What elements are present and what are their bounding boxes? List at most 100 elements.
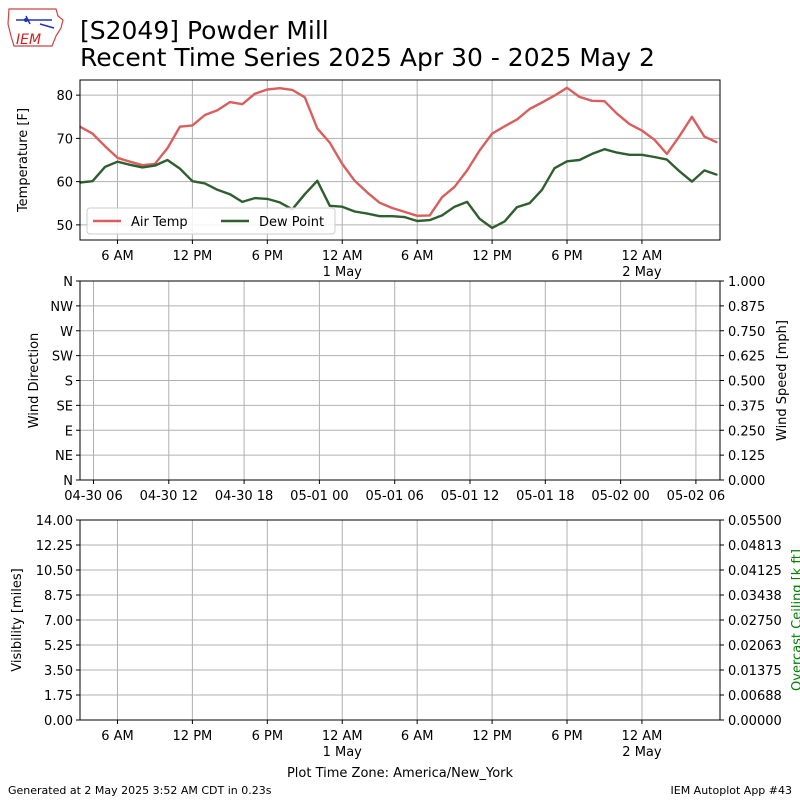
wind-xtick-label-4: 05-01 06: [365, 489, 423, 504]
point-dew-point-44: [628, 154, 631, 156]
point-air-temp-9: [191, 124, 194, 127]
point-air-temp-30: [453, 186, 456, 188]
footer-generated-text: Generated at 2 May 2025 3:52 AM CDT in 0…: [8, 784, 272, 797]
vis-xtick-sublabel-7: 2 May: [622, 745, 662, 760]
point-dew-point-38: [553, 167, 556, 170]
point-dew-point-48: [678, 170, 681, 173]
wind-y2tick-label-5: 0.625: [728, 350, 765, 365]
wind-ytick-label-6: W: [60, 325, 73, 340]
wind-y2tick-label-7: 0.875: [728, 300, 765, 315]
point-dew-point-6: [154, 164, 156, 167]
point-air-temp-15: [266, 88, 269, 91]
temp-xtick-label-4: 6 AM: [401, 249, 434, 264]
vis-y2tick-label-6: 0.04125: [728, 564, 782, 579]
vis-y2tick-label-8: 0.05500: [728, 514, 782, 529]
point-dew-point-18: [303, 193, 306, 195]
temp-xtick-sublabel-7: 2 May: [622, 265, 662, 280]
temp-xtick-label-1: 12 PM: [173, 249, 213, 264]
point-air-temp-5: [141, 164, 144, 166]
point-air-temp-10: [204, 114, 206, 116]
point-dew-point-26: [403, 216, 406, 218]
vis-xtick-label-5: 12 PM: [472, 729, 512, 744]
chart-title-line2: Recent Time Series 2025 Apr 30 - 2025 Ma…: [80, 43, 655, 72]
wind-y2tick-label-6: 0.750: [728, 325, 765, 340]
point-dew-point-7: [166, 159, 169, 161]
point-air-temp-19: [316, 127, 319, 130]
vis-ytick-label-2: 3.50: [44, 664, 73, 679]
point-air-temp-14: [254, 93, 256, 95]
point-air-temp-34: [503, 125, 506, 128]
point-dew-point-50: [703, 169, 706, 172]
series-line-dew-point: [79, 147, 718, 230]
point-dew-point-11: [216, 189, 219, 191]
point-dew-point-41: [591, 153, 593, 155]
point-dew-point-51: [716, 173, 718, 176]
vis-y2tick-label-4: 0.02750: [728, 614, 782, 629]
point-dew-point-4: [129, 163, 131, 166]
chart-title-line1: [S2049] Powder Mill: [80, 16, 329, 45]
point-dew-point-33: [491, 227, 493, 229]
point-air-temp-31: [466, 169, 468, 172]
point-air-temp-16: [279, 87, 281, 90]
point-air-temp-43: [616, 112, 618, 115]
point-air-temp-13: [241, 103, 244, 106]
temp-legend: Air Temp Dew Point: [86, 207, 336, 235]
point-air-temp-37: [541, 101, 543, 104]
point-air-temp-21: [341, 163, 344, 165]
point-air-temp-50: [703, 135, 706, 138]
temp-xtick-sublabel-3: 1 May: [323, 265, 363, 280]
point-dew-point-13: [241, 201, 244, 203]
vis-xtick-label-1: 12 PM: [173, 729, 213, 744]
point-air-temp-20: [328, 141, 331, 144]
vis-xtick-label-6: 6 PM: [551, 729, 582, 744]
point-dew-point-45: [641, 154, 643, 156]
wind-y2-axis-label: Wind Speed [mph]: [775, 320, 790, 441]
wind-y2tick-label-2: 0.250: [728, 424, 765, 439]
wind-ytick-label-2: E: [65, 424, 73, 439]
point-dew-point-12: [229, 193, 231, 195]
point-dew-point-29: [441, 214, 443, 217]
vis-ytick-label-0: 0.00: [44, 714, 73, 729]
temp-xtick-label-2: 6 PM: [252, 249, 283, 264]
wind-y-axis-label: Wind Direction: [27, 333, 42, 429]
point-dew-point-32: [478, 218, 481, 220]
wind-ytick-label-0: N: [63, 474, 73, 489]
wind-y2tick-label-1: 0.125: [728, 449, 765, 464]
vis-xtick-label-0: 6 AM: [101, 729, 134, 744]
temp-plot-frame: [79, 79, 721, 241]
temp-ytick-label-1: 60: [56, 176, 73, 191]
point-dew-point-3: [116, 160, 119, 163]
vis-y2tick-label-2: 0.01375: [728, 664, 782, 679]
point-air-temp-35: [516, 118, 518, 121]
point-air-temp-4: [129, 160, 131, 163]
point-air-temp-40: [578, 96, 581, 98]
point-air-temp-45: [641, 129, 643, 132]
point-air-temp-46: [653, 138, 656, 141]
vis-ytick-label-7: 12.25: [36, 539, 73, 554]
point-dew-point-10: [204, 182, 206, 185]
wind-ytick-label-5: SW: [52, 350, 73, 365]
vis-xtick-label-4: 6 AM: [401, 729, 434, 744]
point-dew-point-24: [378, 215, 381, 218]
wind-ytick-label-3: SE: [57, 399, 73, 414]
point-dew-point-21: [341, 205, 344, 208]
vis-y2tick-label-3: 0.02063: [728, 639, 782, 654]
point-dew-point-40: [578, 159, 581, 161]
vis-y-axis-label: Visibility [miles]: [10, 568, 25, 671]
point-air-temp-32: [478, 149, 481, 152]
wind-y2tick-label-4: 0.500: [728, 375, 765, 390]
legend-frame: [86, 207, 336, 235]
vis-y2tick-label-0: 0.00000: [728, 714, 782, 729]
legend-label-air-temp: Air Temp: [131, 215, 188, 230]
point-air-temp-42: [603, 100, 606, 102]
point-dew-point-46: [653, 156, 656, 158]
point-air-temp-41: [591, 99, 593, 102]
point-dew-point-28: [428, 219, 431, 221]
point-dew-point-39: [566, 160, 568, 163]
point-dew-point-31: [466, 201, 468, 203]
vis-ytick-label-1: 1.75: [44, 689, 73, 704]
vis-ytick-label-8: 14.00: [36, 514, 73, 529]
